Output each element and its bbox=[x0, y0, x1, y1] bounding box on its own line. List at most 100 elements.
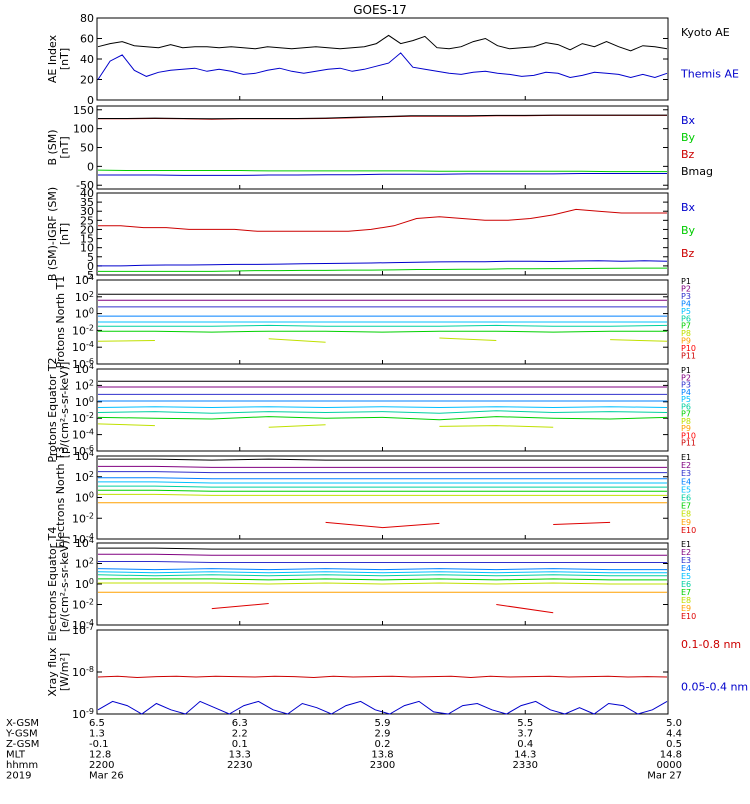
legend-e1: E1 bbox=[681, 540, 691, 549]
x-tick-value: 2300 bbox=[370, 760, 395, 771]
legend-p10: P10 bbox=[681, 344, 696, 353]
series-line-e1 bbox=[98, 547, 667, 550]
y-tick-label: 0 bbox=[87, 160, 94, 173]
series-line-by bbox=[98, 267, 667, 272]
legend-e9: E9 bbox=[681, 518, 691, 527]
series-line-kyoto-ae bbox=[97, 34, 668, 52]
series-line-themis-ae bbox=[97, 52, 668, 80]
series-line-e3 bbox=[98, 471, 667, 474]
legend-p3: P3 bbox=[681, 381, 691, 390]
legend-e6: E6 bbox=[681, 494, 691, 503]
legend-e10: E10 bbox=[681, 612, 696, 621]
series-line-p8 bbox=[98, 424, 667, 427]
y-tick-label: 10 bbox=[80, 242, 94, 255]
y-axis-label: Protons Equator T2[p/(cm²-s-sr-keV)] bbox=[46, 357, 71, 462]
panel-2: 150 100 50 0 -50 B (SM)[nT] Bx By Bz Bmag bbox=[46, 104, 713, 192]
legend-e4: E4 bbox=[681, 564, 691, 573]
legend-kyoto-ae: Kyoto AE bbox=[681, 26, 730, 39]
series-line-e10 bbox=[212, 604, 667, 613]
legend-e8: E8 bbox=[681, 596, 691, 605]
y-tick-label: 40 bbox=[80, 53, 94, 66]
x-tick-value: 2.9 bbox=[375, 729, 391, 740]
x-row-label-x-gsm: X-GSM bbox=[6, 718, 39, 729]
series-line-bz bbox=[98, 208, 667, 232]
legend-p9: P9 bbox=[681, 337, 691, 346]
legend-p1: P1 bbox=[681, 366, 691, 375]
legend-p4: P4 bbox=[681, 388, 691, 397]
x-tick-value: 3.7 bbox=[517, 729, 533, 740]
series-line-0-1-0-8-nm bbox=[97, 675, 668, 679]
y-axis-label: AE Index[nT] bbox=[46, 34, 71, 83]
y-tick-label: 10-6 bbox=[72, 444, 94, 458]
y-tick-label: 10-4 bbox=[72, 428, 94, 442]
legend-bx: Bx bbox=[681, 114, 696, 127]
y-axis-label: Xray flux[W/m²] bbox=[46, 647, 71, 697]
y-tick-label: 40 bbox=[80, 187, 94, 200]
x-tick-value: Mar 27 bbox=[647, 771, 682, 782]
series-line-e3 bbox=[98, 561, 667, 563]
legend-e8: E8 bbox=[681, 510, 691, 519]
y-tick-label: 10-2 bbox=[72, 323, 94, 337]
series-line-e4 bbox=[97, 568, 667, 571]
series-line-e8 bbox=[98, 582, 667, 585]
y-tick-label: 150 bbox=[73, 104, 94, 117]
legend-e3: E3 bbox=[681, 556, 691, 565]
y-tick-label: 5 bbox=[87, 251, 94, 264]
y-tick-label: 10-4 bbox=[72, 618, 94, 632]
legend-p2: P2 bbox=[681, 373, 691, 382]
series-line-p6 bbox=[98, 324, 668, 327]
x-tick-value: Mar 26 bbox=[89, 771, 124, 782]
series-line-by bbox=[97, 169, 667, 173]
panel-stack: 80 60 40 20 0 AE Index[nT] Kyoto AE Themis AE 15… bbox=[46, 12, 748, 721]
x-tick-value: -0.1 bbox=[89, 739, 109, 750]
legend-p5: P5 bbox=[681, 307, 691, 316]
y-tick-label: 102 bbox=[75, 378, 94, 392]
panel-frame bbox=[96, 455, 669, 540]
x-row-label-2019: 2019 bbox=[6, 771, 31, 782]
series-line-e5 bbox=[97, 571, 667, 574]
series-line-e6 bbox=[98, 485, 667, 488]
legend-e1: E1 bbox=[681, 453, 691, 462]
legend-bmag: Bmag bbox=[681, 165, 713, 178]
x-tick-value: 0.4 bbox=[517, 739, 533, 750]
x-tick-value: 0000 bbox=[657, 760, 682, 771]
x-tick-value: 13.8 bbox=[371, 750, 393, 761]
x-tick-value: 14.8 bbox=[660, 750, 682, 761]
legend-e10: E10 bbox=[681, 526, 696, 535]
legend-bz: Bz bbox=[681, 148, 695, 161]
legend-0-05-0-4-nm: 0.05-0.4 nm bbox=[681, 681, 748, 694]
y-tick-label: 35 bbox=[80, 196, 94, 209]
legend-p11: P11 bbox=[681, 439, 696, 448]
legend-by: By bbox=[681, 224, 696, 237]
x-row-label-y-gsm: Y-GSM bbox=[5, 729, 38, 740]
legend-e2: E2 bbox=[681, 461, 691, 470]
series-line-e2 bbox=[98, 465, 667, 468]
y-axis-label: Electrons Equator T4[e/(cm²-s-sr-keV)] bbox=[46, 527, 71, 642]
x-tick-value: 0.5 bbox=[666, 739, 682, 750]
legend-e6: E6 bbox=[681, 580, 691, 589]
legend-p11: P11 bbox=[681, 352, 696, 361]
x-tick-value: 2230 bbox=[227, 760, 252, 771]
series-line-e1 bbox=[98, 458, 667, 461]
y-tick-label: -5 bbox=[83, 269, 94, 282]
legend-e9: E9 bbox=[681, 604, 691, 613]
y-tick-label: 25 bbox=[80, 214, 94, 227]
y-tick-label: 104 bbox=[75, 362, 94, 376]
y-tick-label: 10-2 bbox=[72, 411, 94, 425]
legend-p1: P1 bbox=[681, 277, 691, 286]
panel-1: 80 60 40 20 0 AE Index[nT] Kyoto AE Themis AE bbox=[46, 12, 739, 107]
x-row-label-hhmm: hhmm bbox=[6, 760, 38, 771]
series-line-e2 bbox=[98, 553, 667, 556]
legend-0-1-0-8-nm: 0.1-0.8 nm bbox=[681, 638, 741, 651]
y-tick-label: 10-4 bbox=[72, 340, 94, 354]
y-tick-label: -50 bbox=[76, 179, 94, 192]
y-tick-label: 104 bbox=[75, 449, 94, 463]
series-line-bx bbox=[98, 260, 668, 267]
series-line-e7 bbox=[98, 578, 667, 581]
y-tick-label: 30 bbox=[80, 205, 94, 218]
series-line-p7 bbox=[98, 330, 667, 333]
legend-bx: Bx bbox=[681, 201, 696, 214]
